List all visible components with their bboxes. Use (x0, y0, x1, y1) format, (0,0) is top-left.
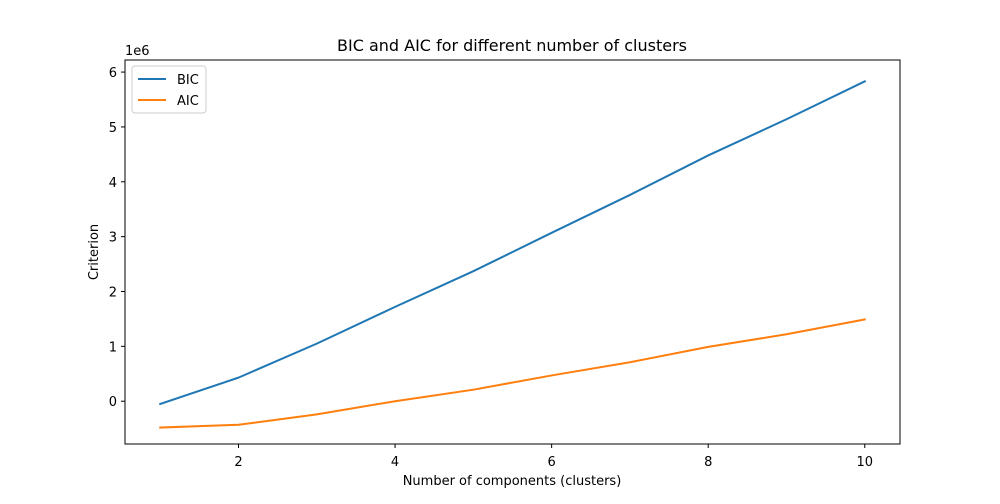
x-tick-label: 10 (856, 455, 873, 470)
legend: BIC AIC (131, 65, 207, 114)
chart-title: BIC and AIC for different number of clus… (337, 36, 687, 55)
series-line-aic (159, 318, 866, 429)
x-tick-label: 2 (234, 455, 242, 470)
x-tick-label: 4 (391, 455, 399, 470)
series-line-bic (158, 80, 867, 406)
x-tick-label: 8 (704, 455, 712, 470)
y-tick-label: 3 (109, 231, 117, 246)
plot-frame (124, 59, 901, 445)
series-lines (158, 80, 867, 429)
x-axis-ticks: 2 4 6 8 10 (234, 444, 873, 470)
y-axis-ticks: 0 1 2 3 4 5 6 (109, 66, 125, 410)
y-tick-label: 0 (109, 395, 117, 410)
x-axis-label: Number of components (clusters) (403, 474, 622, 489)
y-tick-label: 4 (109, 176, 117, 191)
legend-label-aic: AIC (177, 94, 199, 109)
legend-label-bic: BIC (177, 73, 199, 88)
y-tick-label: 5 (109, 121, 117, 136)
y-axis-label: Criterion (87, 224, 102, 280)
y-tick-label: 1 (109, 340, 117, 355)
y-tick-label: 2 (109, 285, 117, 300)
y-tick-label: 6 (109, 66, 117, 81)
y-offset-label: 1e6 (125, 44, 150, 59)
x-tick-label: 6 (548, 455, 556, 470)
legend-box (131, 65, 207, 114)
